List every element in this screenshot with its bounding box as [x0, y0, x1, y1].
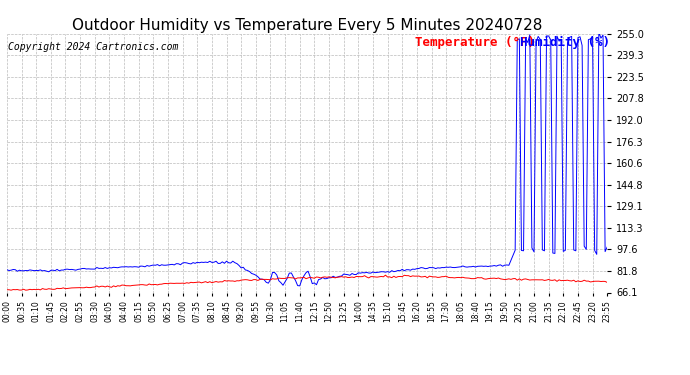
Title: Outdoor Humidity vs Temperature Every 5 Minutes 20240728: Outdoor Humidity vs Temperature Every 5 … [72, 18, 542, 33]
Text: Temperature (°F): Temperature (°F) [415, 36, 535, 50]
Text: Humidity (%): Humidity (%) [520, 36, 610, 50]
Text: Copyright 2024 Cartronics.com: Copyright 2024 Cartronics.com [8, 42, 179, 51]
